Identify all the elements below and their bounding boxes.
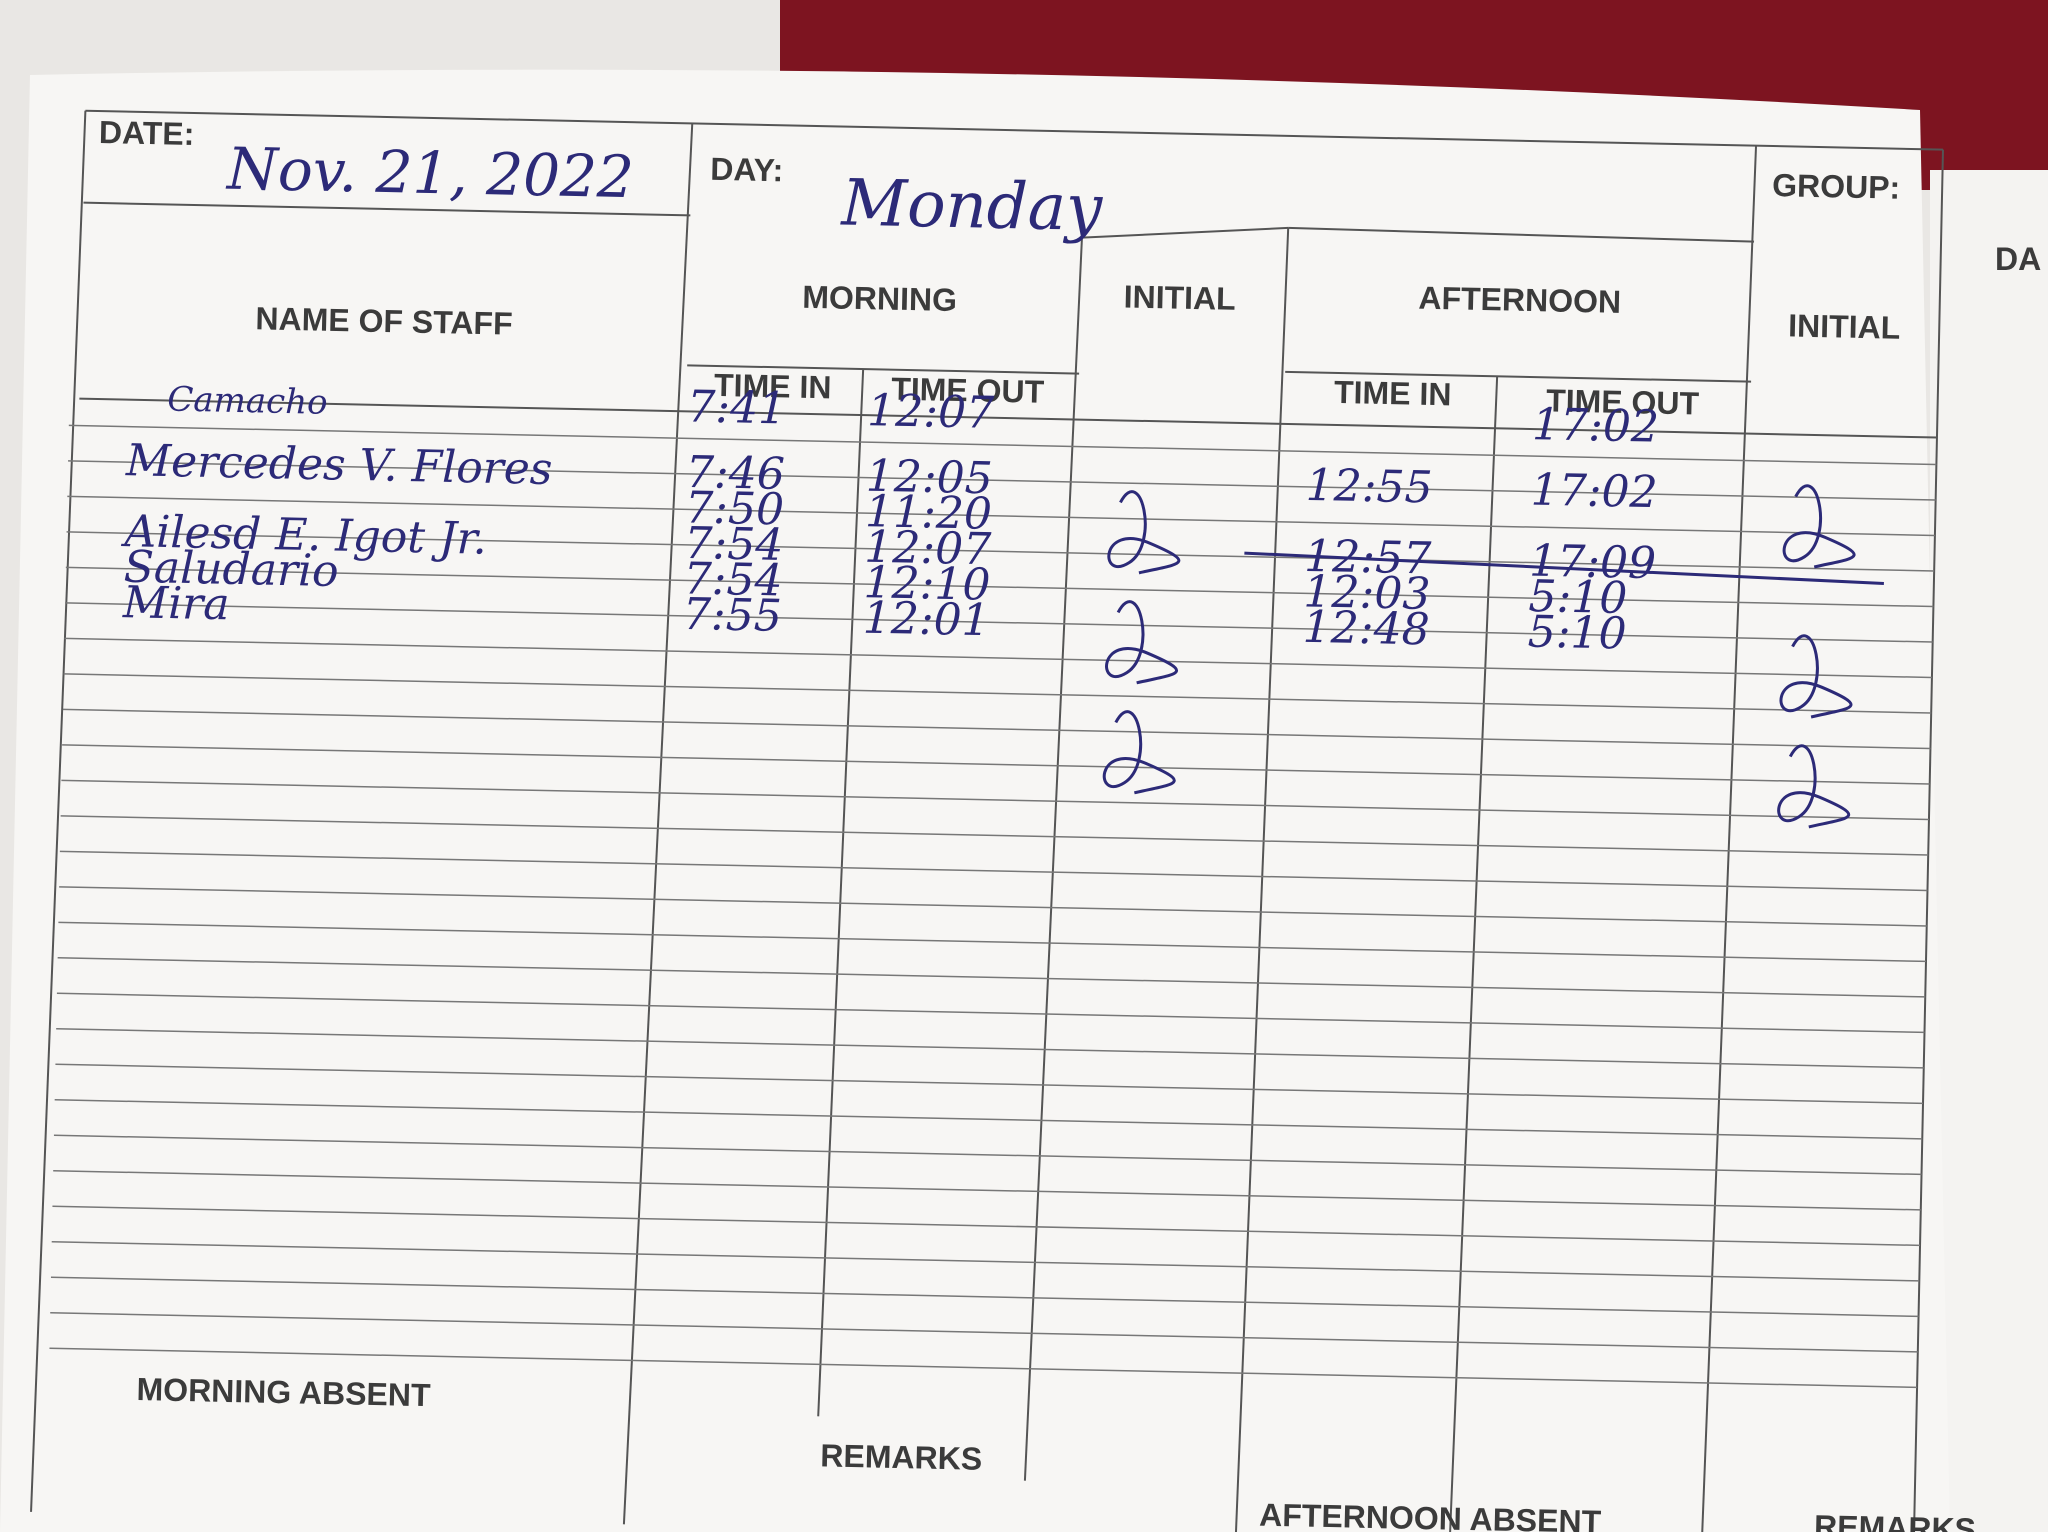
time-entry: 12:03	[1303, 566, 1431, 620]
time-entry: 5:10	[1528, 571, 1628, 624]
rule-line	[65, 566, 1934, 608]
rule-line	[1023, 237, 1083, 1481]
rule-line	[30, 110, 87, 1512]
time-entry: 12:07	[864, 522, 992, 576]
time-entry: 17:02	[1530, 465, 1658, 519]
footer-label: REMARKS	[1814, 1508, 1976, 1532]
staff-name: Mercedes V. Flores	[125, 435, 553, 495]
column-header: INITIAL	[1788, 307, 1901, 345]
time-entry: 12:55	[1305, 460, 1433, 514]
staff-name: Mira	[122, 577, 230, 630]
time-entry: 7:55	[682, 589, 782, 642]
time-entry: 7:50	[685, 482, 785, 535]
rule-line	[1285, 370, 1752, 383]
strike-line	[1244, 551, 1884, 585]
footer-label: AFTERNOON ABSENT	[1259, 1497, 1602, 1532]
day: Monday	[840, 167, 1104, 246]
initial-scribble	[1107, 490, 1181, 575]
rule-line	[50, 1311, 1918, 1353]
initial-scribble	[1105, 600, 1178, 685]
group-label: GROUP:	[1772, 167, 1901, 206]
initial-scribble	[1102, 710, 1176, 795]
staff-name: Camacho	[167, 379, 328, 422]
time-entry: 7:54	[683, 553, 783, 606]
staff-name: Ailesd E. Igot Jr.	[120, 506, 487, 565]
rule-line	[68, 460, 1936, 501]
time-entry: 5:10	[1527, 607, 1627, 660]
date-label: DATE:	[99, 114, 195, 152]
time-entry: 17:09	[1529, 536, 1657, 590]
rule-line	[50, 1276, 1919, 1318]
rule-line	[83, 201, 691, 217]
rule-line	[53, 1134, 1922, 1176]
time-entry: 7:54	[684, 518, 784, 571]
initial-scribble	[1782, 484, 1856, 569]
initial-scribble	[1779, 634, 1853, 719]
rule-line	[59, 886, 1927, 927]
rule-line	[54, 1099, 1923, 1140]
next-page-label: DA	[1995, 241, 2041, 277]
rule-line	[58, 921, 1927, 963]
page	[0, 69, 1950, 1532]
rule-line	[622, 123, 694, 1525]
day-label: DAY:	[710, 151, 784, 189]
rule-line	[60, 815, 1929, 856]
rule-line	[817, 369, 865, 1417]
rule-line	[1288, 226, 1755, 243]
column-header: NAME OF STAFF	[255, 300, 513, 341]
rule-line	[62, 744, 1930, 785]
rule-line	[67, 495, 1935, 537]
rule-line	[687, 364, 1080, 375]
date: Nov. 21, 2022	[225, 135, 635, 212]
rule-line	[59, 850, 1928, 892]
initial-scribble	[1777, 744, 1851, 829]
rule-line	[65, 602, 1933, 643]
rule-line	[68, 424, 1937, 466]
column-header: MORNING	[802, 279, 957, 318]
rule-line	[1448, 376, 1499, 1532]
next-page	[1930, 170, 2048, 1532]
footer-label: MORNING ABSENT	[136, 1371, 431, 1413]
time-entry: 12:01	[862, 593, 990, 647]
time-entry: 12:48	[1302, 602, 1430, 656]
rule-line	[79, 397, 1937, 439]
rule-line	[56, 992, 1925, 1034]
rule-line	[56, 1028, 1924, 1069]
time-entry: 12:05	[865, 451, 993, 505]
sheet: DATE: Nov. 21, 2022 DAY: Monday GROUP: N…	[30, 109, 1976, 1532]
time-entry: 17:02	[1532, 399, 1660, 453]
rule-line	[55, 1063, 1924, 1105]
time-entry: 12:07	[867, 385, 995, 439]
rule-line	[57, 957, 1926, 998]
staff-name: Saludario	[123, 542, 339, 597]
column-header: TIME OUT	[1546, 382, 1700, 421]
time-entry: 12:10	[863, 557, 991, 611]
rule-line	[49, 1347, 1918, 1389]
column-header: TIME OUT	[891, 371, 1045, 410]
rule-line	[1700, 145, 1758, 1532]
column-header: INITIAL	[1123, 278, 1236, 316]
time-entry: 7:46	[685, 447, 785, 500]
rule-line	[61, 779, 1929, 821]
column-header: TIME IN	[714, 367, 832, 405]
rule-line	[63, 673, 1932, 714]
column-header: AFTERNOON	[1418, 280, 1621, 320]
rule-line	[85, 109, 1944, 151]
rule-line	[66, 531, 1935, 572]
time-entry: 7:41	[687, 381, 787, 434]
rule-line	[64, 637, 1932, 679]
rule-line	[52, 1205, 1921, 1247]
time-entry: 11:20	[865, 486, 993, 540]
rule-line	[51, 1240, 1920, 1282]
rule-line	[1081, 226, 1289, 239]
rule-line	[62, 708, 1931, 750]
rule-line	[53, 1170, 1921, 1211]
column-header: TIME IN	[1334, 374, 1452, 412]
rule-line	[1234, 227, 1290, 1532]
footer-label: REMARKS	[820, 1437, 982, 1476]
rule-line	[1912, 149, 1944, 1532]
